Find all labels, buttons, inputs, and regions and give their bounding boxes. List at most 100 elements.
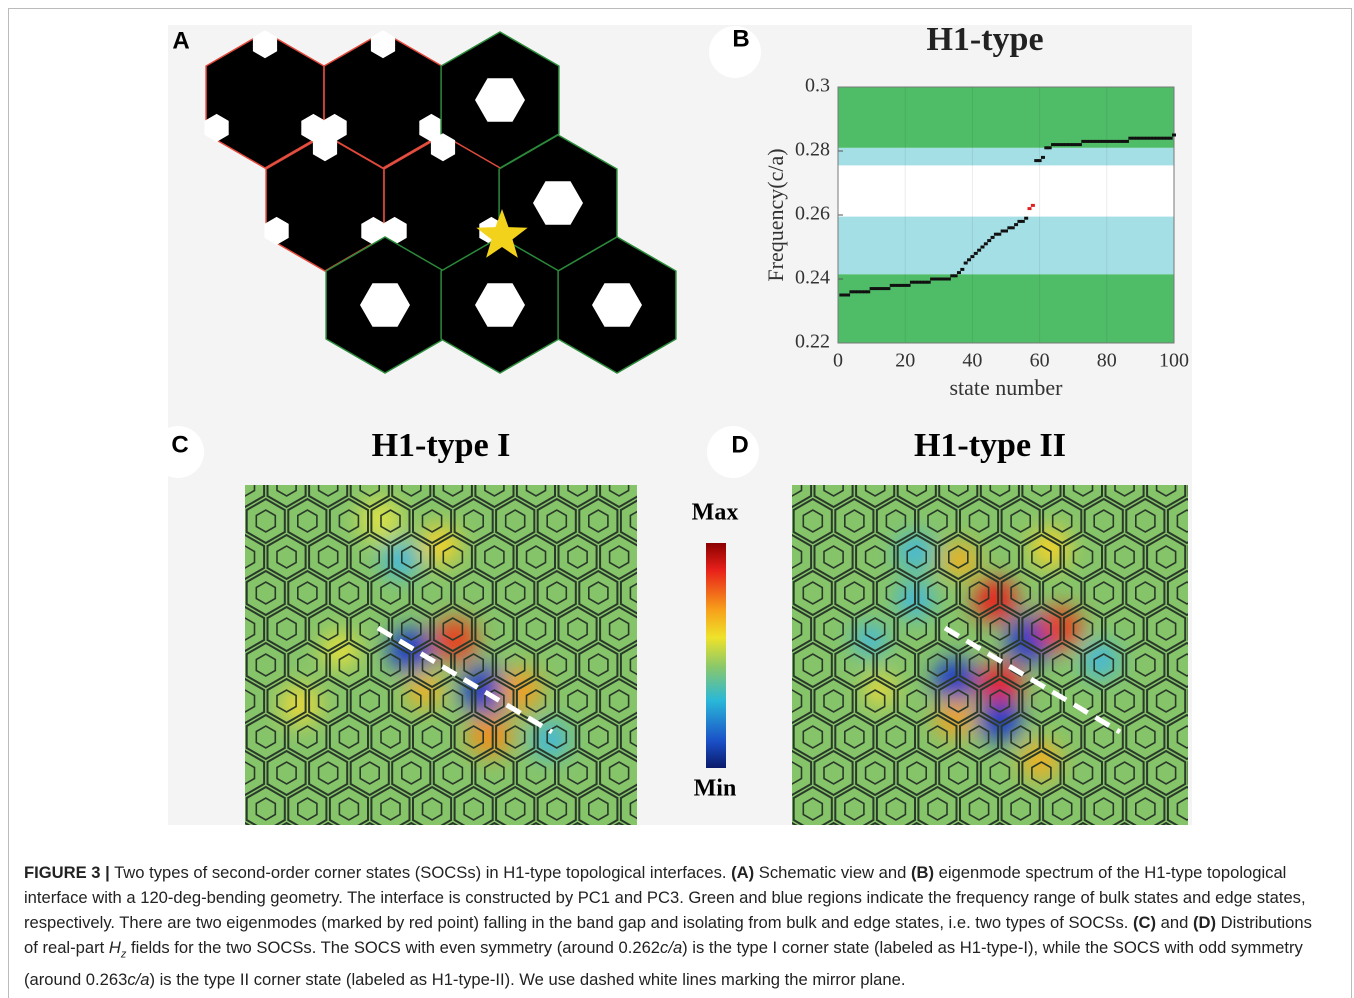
caption-figure-number: FIGURE 3 |	[24, 863, 110, 882]
point	[947, 278, 951, 281]
cell-outline	[1189, 535, 1227, 579]
cell-inner	[651, 834, 670, 850]
caption-unit: c/a	[660, 938, 682, 957]
point	[997, 233, 1001, 236]
cell-outline	[939, 823, 977, 850]
point	[977, 249, 981, 252]
cell-outline	[1189, 679, 1227, 723]
cell-outline	[475, 823, 513, 850]
cell-inner	[1219, 654, 1238, 676]
caption: FIGURE 3 | Two types of second-order cor…	[24, 860, 1330, 992]
point	[984, 242, 988, 245]
caption-text: Schematic view and	[754, 863, 911, 882]
point	[991, 236, 995, 239]
cell-inner	[1198, 834, 1217, 850]
cell-inner	[1198, 690, 1217, 712]
point	[974, 252, 978, 255]
cell-outline	[1209, 571, 1247, 615]
panel-label: D	[731, 431, 748, 458]
point	[980, 246, 984, 249]
caption-unit: c/a	[127, 970, 149, 989]
cell-inner	[1219, 438, 1238, 460]
cell-outline	[731, 823, 769, 850]
cell-inner	[1219, 798, 1238, 820]
x-tick-label: 0	[833, 350, 843, 372]
x-tick-label: 40	[962, 350, 982, 372]
point	[1024, 217, 1028, 220]
caption-ref: (D)	[1193, 913, 1216, 932]
point	[1078, 143, 1082, 146]
cell-outline	[1209, 499, 1247, 543]
cell-outline	[1189, 463, 1227, 507]
cell-outline	[434, 823, 472, 850]
point	[960, 268, 964, 271]
cell-outline	[1209, 787, 1247, 831]
point	[1172, 134, 1176, 137]
cell-inner	[1198, 762, 1217, 784]
cell-inner	[527, 834, 546, 850]
cell-outline	[517, 823, 555, 850]
point	[1031, 204, 1035, 207]
chart-title: H1-type	[926, 21, 1043, 58]
panel-label: B	[732, 25, 749, 52]
point	[1125, 140, 1129, 143]
cell-inner	[783, 834, 802, 850]
cell-inner	[1198, 618, 1217, 640]
y-tick-label: 0.28	[795, 139, 830, 161]
cell-inner	[907, 834, 926, 850]
cell-outline	[1189, 823, 1227, 850]
x-axis-label: state number	[949, 375, 1063, 400]
cell-inner	[990, 834, 1009, 850]
band	[838, 274, 1174, 343]
cell-inner	[949, 834, 968, 850]
band	[838, 148, 1174, 166]
cell-inner	[485, 834, 504, 850]
x-tick-label: 100	[1159, 350, 1189, 372]
point	[967, 258, 971, 261]
cell-inner	[1219, 510, 1238, 532]
caption-text: ) is the type II corner state (labeled a…	[149, 970, 905, 989]
cell-outline	[1064, 823, 1102, 850]
point	[927, 281, 931, 284]
cell-outline	[392, 823, 430, 850]
cell-outline	[309, 823, 347, 850]
caption-ref: (A)	[731, 863, 754, 882]
point	[1028, 207, 1032, 210]
figure: 0204060801000.220.240.260.280.3H1-typest…	[0, 0, 1354, 850]
colorbar-min: Min	[694, 776, 737, 802]
point	[846, 294, 850, 297]
caption-text: fields for the two SOCSs. The SOCS with …	[126, 938, 660, 957]
x-tick-label: 60	[1030, 350, 1050, 372]
y-tick-label: 0.26	[795, 203, 830, 225]
panel-title: H1-type I	[372, 427, 511, 464]
cell-outline	[1022, 823, 1060, 850]
point	[987, 239, 991, 242]
cell-outline	[1147, 823, 1185, 850]
y-axis-label: Frequency(c/a)	[763, 148, 788, 281]
colorbar-max: Max	[692, 500, 739, 526]
cell-outline	[1209, 715, 1247, 759]
cell-outline	[1189, 751, 1227, 795]
cell-inner	[1219, 582, 1238, 604]
point	[886, 287, 890, 290]
cell-outline	[184, 823, 222, 850]
cell-inner	[360, 834, 379, 850]
cell-outline	[1209, 643, 1247, 687]
point	[866, 290, 870, 293]
point	[954, 274, 958, 277]
cell-inner	[610, 834, 629, 850]
field-map	[184, 427, 700, 850]
cell-outline	[1189, 607, 1227, 651]
cell-inner	[319, 834, 338, 850]
x-tick-label: 80	[1097, 350, 1117, 372]
cell-inner	[1115, 834, 1134, 850]
cell-outline	[600, 823, 638, 850]
point	[1048, 146, 1052, 149]
cell-inner	[1074, 834, 1093, 850]
cell-inner	[402, 834, 421, 850]
panel-label: A	[172, 27, 189, 54]
point	[1038, 159, 1042, 162]
cell-outline	[351, 823, 389, 850]
y-tick-label: 0.22	[795, 331, 830, 353]
caption-ref: (C)	[1133, 913, 1156, 932]
